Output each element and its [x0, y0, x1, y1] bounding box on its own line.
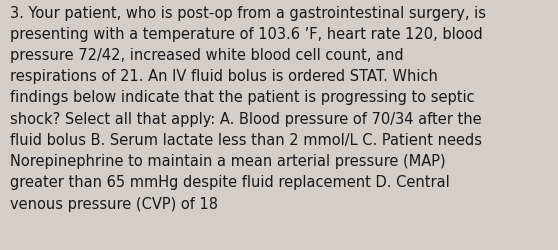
Text: 3. Your patient, who is post-op from a gastrointestinal surgery, is
presenting w: 3. Your patient, who is post-op from a g… — [10, 6, 486, 211]
